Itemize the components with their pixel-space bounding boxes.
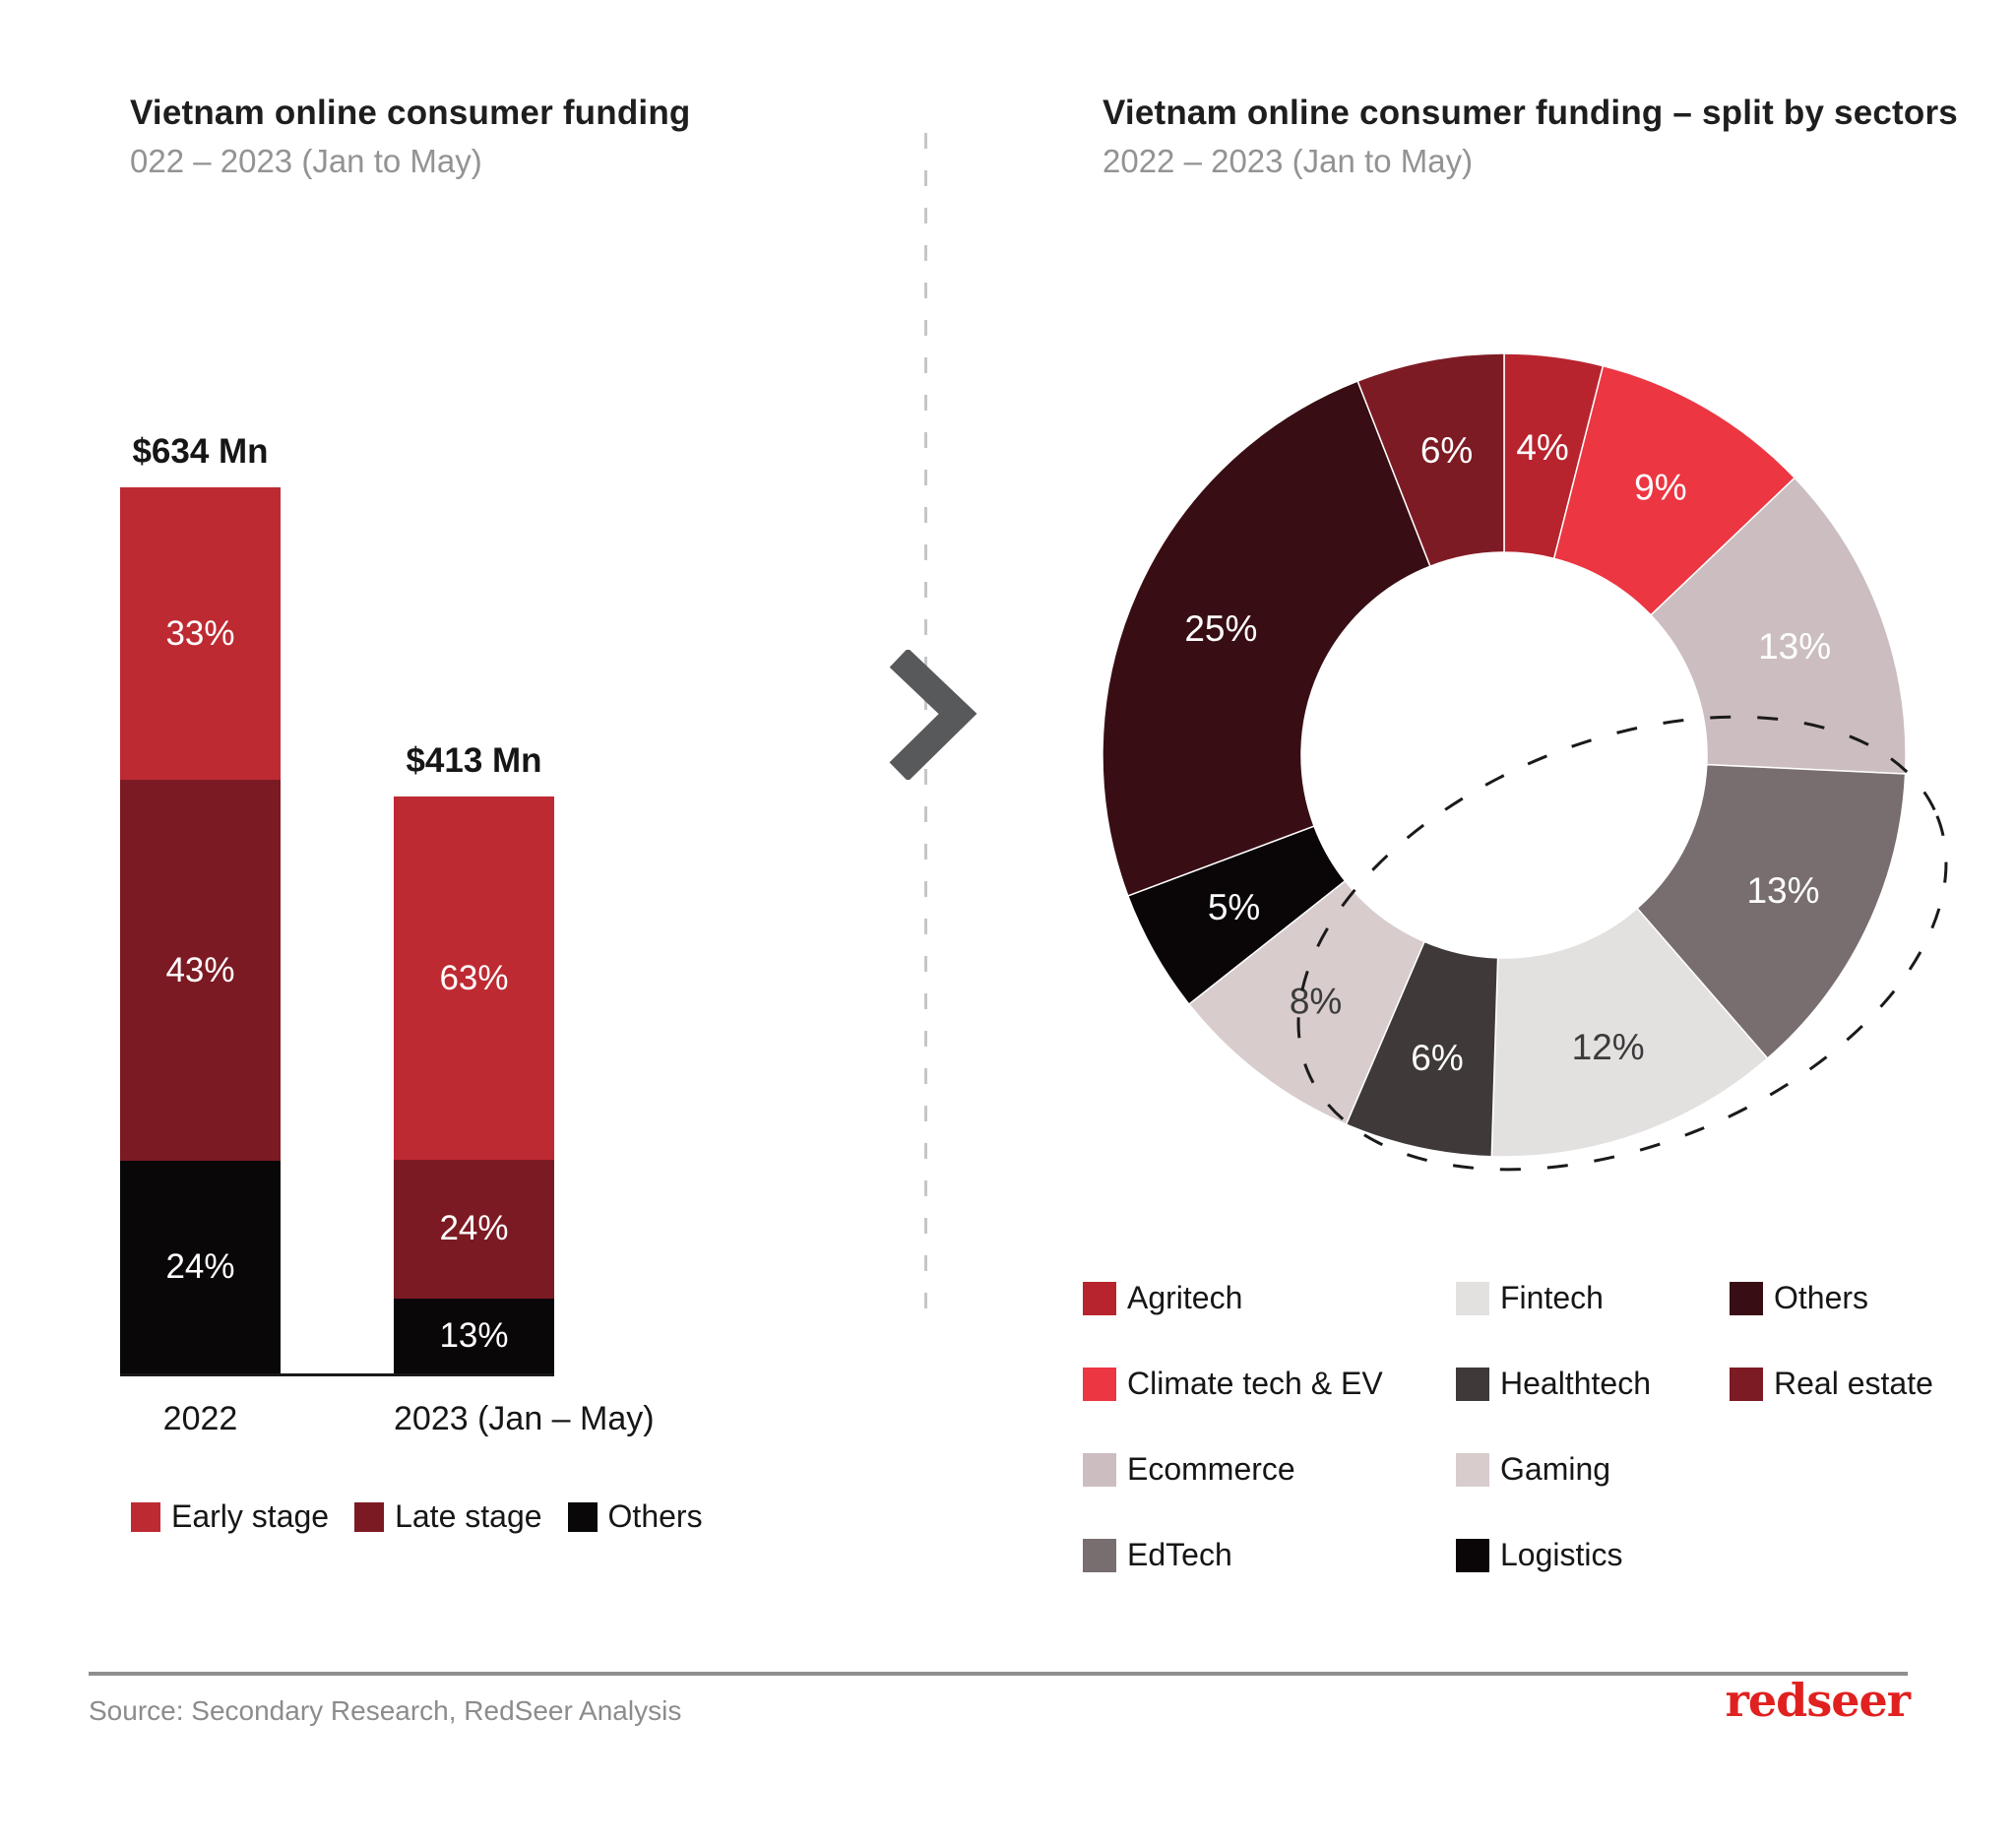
bar-segment-early-stage: 33% <box>120 487 281 780</box>
donut-slice-value: 25% <box>1184 608 1257 649</box>
legend-item-others: Others <box>1730 1280 1933 1316</box>
donut-slice-value: 8% <box>1290 982 1342 1022</box>
bar-segment-value: 24% <box>439 1209 509 1248</box>
legend-item-late-stage: Late stage <box>354 1498 542 1535</box>
bar-total-label: $634 Mn <box>132 432 269 471</box>
redseer-logo: redseer <box>1725 1674 1911 1727</box>
bar-segment-others: 13% <box>394 1298 554 1373</box>
legend-swatch <box>1730 1367 1763 1401</box>
legend-item-others: Others <box>567 1498 703 1535</box>
bar-segment-value: 33% <box>165 613 235 653</box>
legend-swatch <box>1083 1367 1116 1401</box>
legend-swatch <box>1730 1281 1763 1315</box>
right-chart-title: Vietnam online consumer funding – split … <box>1102 94 1958 132</box>
arrow-right-icon <box>889 650 977 780</box>
donut-legend-column: Others Real estate <box>1730 1280 1933 1402</box>
left-chart-subtitle: 022 – 2023 (Jan to May) <box>130 143 482 179</box>
donut-slice-value: 13% <box>1758 626 1831 667</box>
donut-slice-value: 5% <box>1208 887 1260 927</box>
legend-item-climate-tech-ev: Climate tech & EV <box>1083 1366 1456 1402</box>
legend-swatch <box>1456 1281 1489 1315</box>
bar-segment-others: 24% <box>120 1161 281 1373</box>
legend-swatch <box>131 1501 160 1532</box>
legend-swatch <box>1456 1452 1489 1487</box>
legend-swatch <box>1456 1367 1489 1401</box>
donut-legend-column: Fintech Healthtech Gaming Logistics <box>1456 1280 1730 1573</box>
donut-slice-value: 4% <box>1516 427 1568 468</box>
legend-item-healthtech: Healthtech <box>1456 1366 1730 1402</box>
legend-label: Late stage <box>395 1498 542 1534</box>
legend-item-logistics: Logistics <box>1456 1537 1730 1573</box>
donut-slice-value: 6% <box>1420 430 1473 471</box>
donut-slice-others <box>1102 380 1431 897</box>
legend-label: Fintech <box>1500 1280 1604 1315</box>
source-note: Source: Secondary Research, RedSeer Anal… <box>89 1695 682 1726</box>
legend-label: Healthtech <box>1500 1366 1651 1401</box>
legend-label: Gaming <box>1500 1451 1611 1487</box>
highlight-dashed-ellipse <box>1296 715 1948 1172</box>
donut-slice-ecommerce <box>1649 477 1907 775</box>
donut-slice-fintech <box>1490 907 1769 1158</box>
legend-item-early-stage: Early stage <box>131 1498 329 1535</box>
bar-segment-value: 63% <box>439 958 509 997</box>
bar-category-label: 2022 <box>162 1400 238 1437</box>
bar-segment-early-stage: 63% <box>394 796 554 1161</box>
legend-swatch <box>1083 1281 1116 1315</box>
donut-slice-value: 6% <box>1411 1038 1463 1078</box>
donut-slice-value: 13% <box>1746 870 1819 911</box>
bar-segment-late-stage: 43% <box>120 780 281 1161</box>
legend-label: Climate tech & EV <box>1127 1366 1383 1401</box>
legend-label: Logistics <box>1500 1537 1623 1572</box>
legend-swatch <box>354 1501 385 1532</box>
legend-label: Others <box>607 1498 703 1534</box>
legend-item-edtech: EdTech <box>1083 1537 1456 1573</box>
bar-segment-value: 13% <box>439 1315 509 1355</box>
donut-chart-legend: Agritech Climate tech & EV Ecommerce EdTech… <box>1083 1280 1933 1573</box>
legend-label: EdTech <box>1127 1537 1232 1572</box>
legend-item-ecommerce: Ecommerce <box>1083 1451 1456 1488</box>
left-chart-title: Vietnam online consumer funding <box>130 94 691 132</box>
bar-segment-value: 43% <box>165 950 235 989</box>
bar-segment-value: 24% <box>165 1247 235 1286</box>
bar-segment-late-stage: 24% <box>394 1160 554 1299</box>
donut-slice-value: 12% <box>1572 1027 1645 1067</box>
legend-swatch <box>1083 1538 1116 1572</box>
left-chart-header: Vietnam online consumer funding 022 – 20… <box>130 94 691 180</box>
legend-item-real-estate: Real estate <box>1730 1366 1933 1402</box>
donut-chart: 4% 9% 13% 13% 12% 6% 8% 5% 25% 6% <box>1102 352 1948 1172</box>
panel-divider-dashed-line <box>924 133 927 1309</box>
legend-label: Agritech <box>1127 1280 1243 1315</box>
legend-item-fintech: Fintech <box>1456 1280 1730 1316</box>
legend-label: Ecommerce <box>1127 1451 1295 1487</box>
legend-swatch <box>1083 1452 1116 1487</box>
bar-chart-axis-line <box>120 1373 554 1376</box>
right-chart-header: Vietnam online consumer funding – split … <box>1102 94 1958 180</box>
bar-column: $634 Mn 33% 43% 24% 2022 <box>120 432 281 1437</box>
footer-divider-line <box>89 1672 1908 1676</box>
legend-label: Early stage <box>171 1498 330 1534</box>
bar-category-label: 2023 (Jan – May) <box>394 1400 655 1437</box>
donut-legend-column: Agritech Climate tech & EV Ecommerce EdTech <box>1083 1280 1456 1573</box>
legend-swatch <box>567 1501 598 1532</box>
legend-swatch <box>1456 1538 1489 1572</box>
legend-label: Real estate <box>1774 1366 1933 1401</box>
donut-slice-real-estate <box>1356 352 1505 568</box>
bar-chart-legend: Early stage Late stage Others <box>131 1498 703 1535</box>
bar-total-label: $413 Mn <box>406 741 542 780</box>
right-chart-subtitle: 2022 – 2023 (Jan to May) <box>1102 143 1474 179</box>
donut-slice-value: 9% <box>1634 468 1686 508</box>
legend-item-gaming: Gaming <box>1456 1451 1730 1488</box>
bar-column: $413 Mn 63% 24% 13% 2023 (Jan – May) <box>394 741 655 1437</box>
legend-label: Others <box>1774 1280 1869 1315</box>
legend-item-agritech: Agritech <box>1083 1280 1456 1316</box>
